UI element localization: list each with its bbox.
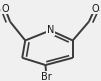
Text: Br: Br [41,72,52,81]
Text: O: O [1,4,9,14]
Text: O: O [91,4,99,14]
Text: N: N [47,25,54,35]
